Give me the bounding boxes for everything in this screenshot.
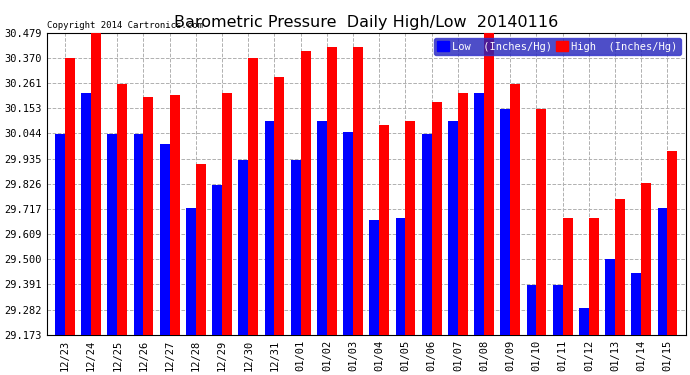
Bar (91, 33, 101, 335)
Bar (290, 160, 301, 335)
Legend: Low  (Inches/Hg), High  (Inches/Hg): Low (Inches/Hg), High (Inches/Hg) (434, 38, 680, 55)
Bar (406, 120, 415, 335)
Text: Copyright 2014 Cartronics.com: Copyright 2014 Cartronics.com (46, 21, 202, 30)
Bar (658, 209, 667, 335)
Bar (562, 217, 573, 335)
Bar (448, 120, 458, 335)
Bar (537, 109, 546, 335)
Bar (186, 209, 196, 335)
Bar (222, 93, 232, 335)
Bar (327, 46, 337, 335)
Title: Barometric Pressure  Daily High/Low  20140116: Barometric Pressure Daily High/Low 20140… (174, 15, 558, 30)
Bar (55, 134, 65, 335)
Bar (81, 93, 91, 335)
Bar (500, 109, 511, 335)
Bar (589, 217, 599, 335)
Bar (301, 51, 310, 335)
Bar (511, 84, 520, 335)
Bar (353, 46, 363, 335)
Bar (275, 76, 284, 335)
Bar (474, 93, 484, 335)
Bar (248, 58, 258, 335)
Bar (484, 33, 494, 335)
Bar (553, 285, 562, 335)
Bar (458, 93, 468, 335)
Bar (134, 134, 144, 335)
Bar (422, 134, 432, 335)
Bar (238, 160, 248, 335)
Bar (605, 259, 615, 335)
Bar (264, 120, 275, 335)
Bar (641, 183, 651, 335)
Bar (631, 273, 641, 335)
Bar (380, 125, 389, 335)
Bar (159, 144, 170, 335)
Bar (395, 217, 406, 335)
Bar (667, 151, 678, 335)
Bar (108, 134, 117, 335)
Bar (196, 165, 206, 335)
Bar (343, 132, 353, 335)
Bar (579, 308, 589, 335)
Bar (170, 95, 179, 335)
Bar (117, 84, 127, 335)
Bar (615, 199, 625, 335)
Bar (369, 220, 380, 335)
Bar (317, 120, 327, 335)
Bar (212, 185, 222, 335)
Bar (526, 285, 537, 335)
Bar (432, 102, 442, 335)
Bar (144, 98, 153, 335)
Bar (65, 58, 75, 335)
